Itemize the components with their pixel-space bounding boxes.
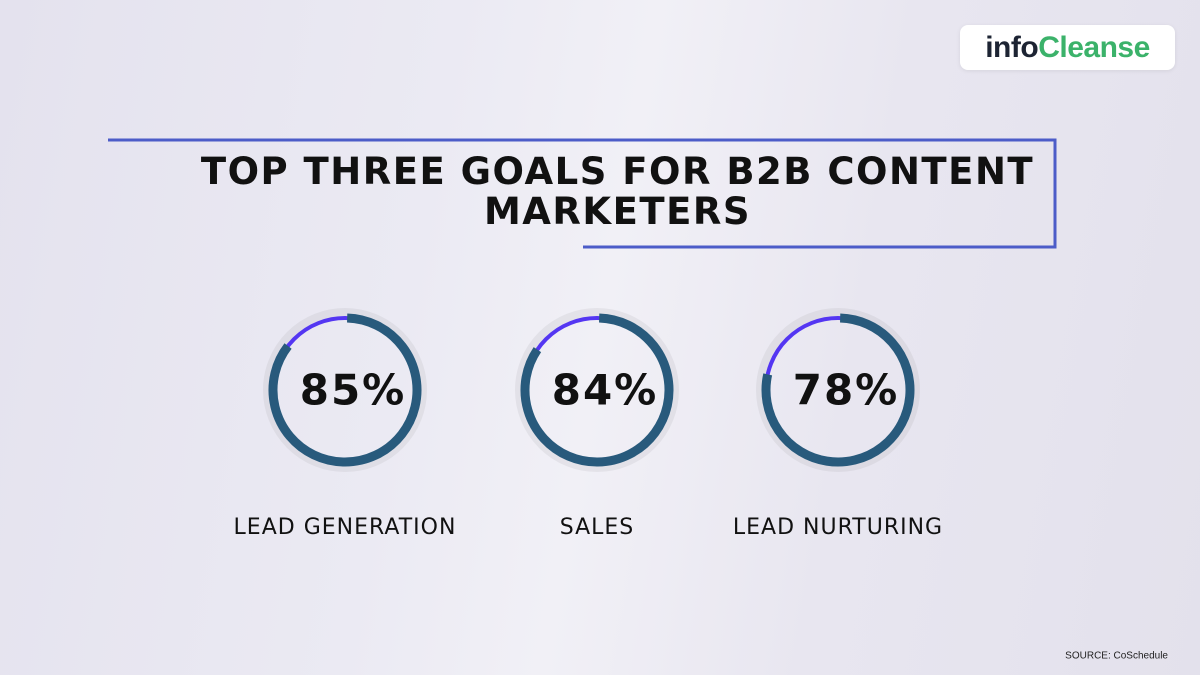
chart-title: TOP THREE GOALS FOR B2B CONTENT MARKETER… [200, 150, 1035, 233]
value-label: 85% [300, 366, 407, 415]
source: SOURCE: CoSchedule [1065, 651, 1168, 662]
logo-text: Cleanse [1038, 31, 1150, 64]
gauge-shadow [263, 308, 427, 472]
logo-text: info [985, 31, 1039, 64]
gauge-shadow [515, 308, 679, 472]
gauge-arc [268, 313, 422, 467]
category-label: LEAD GENERATION [234, 515, 457, 540]
title-frame [108, 138, 1057, 249]
gauge-shadow [756, 308, 920, 472]
logo: infoCleanse [960, 25, 1175, 70]
category-label: SALES [560, 515, 635, 540]
category-label: LEAD NURTURING [733, 515, 943, 540]
gauge-arc [761, 313, 915, 467]
value-label: 84% [552, 366, 659, 415]
gauge-arc [520, 313, 674, 467]
value-label: 78% [793, 366, 900, 415]
